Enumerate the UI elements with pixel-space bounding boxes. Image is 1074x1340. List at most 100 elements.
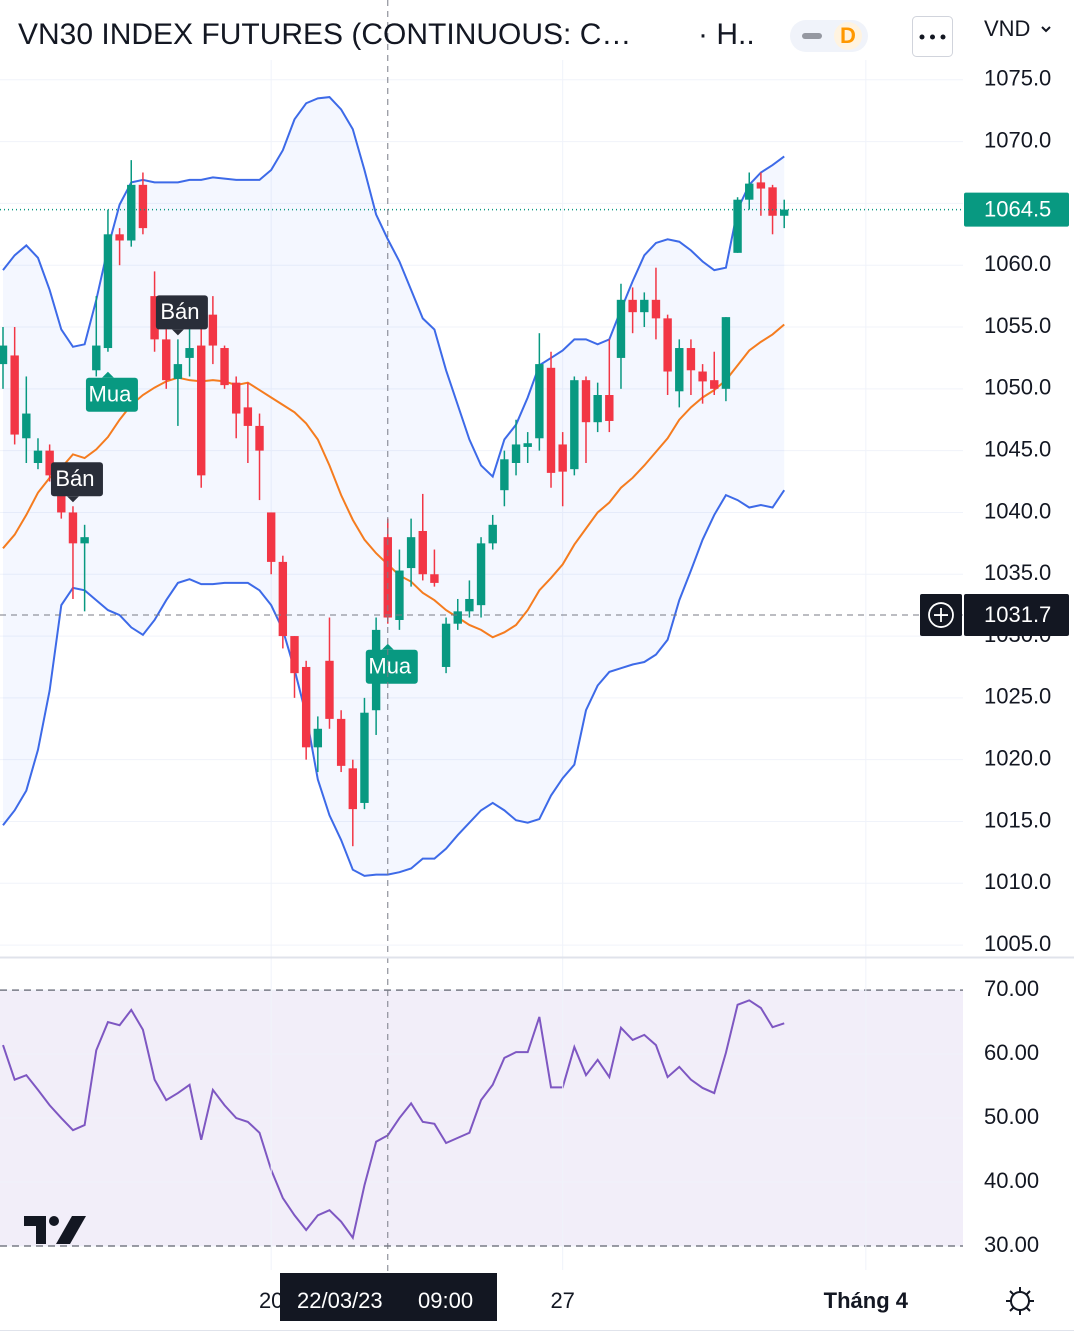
dot: [919, 34, 925, 40]
y-tick-label: 1055.0: [984, 313, 1051, 338]
y-tick-label: 1070.0: [984, 127, 1051, 152]
rsi-line: [2, 999, 785, 1241]
candle-body: [651, 299, 661, 319]
candle-body: [33, 450, 43, 463]
logo: [24, 1216, 86, 1244]
candle-body: [546, 367, 556, 473]
y-tick-label: 1005.0: [984, 931, 1051, 956]
last-price-label: 1064.5: [984, 196, 1051, 221]
y-tick-label: 1025.0: [984, 684, 1051, 709]
signal-box: [50, 462, 103, 497]
candle-body: [628, 299, 637, 313]
crosshair-price-tag: [964, 594, 1069, 637]
candle-body: [150, 296, 159, 340]
interval: · H..: [698, 18, 755, 51]
crosshair-time-tag: [280, 1273, 497, 1321]
candle-body: [663, 318, 672, 372]
candle-body: [511, 444, 521, 463]
y-tick-label: 1045.0: [984, 436, 1051, 461]
candle-body: [581, 380, 591, 423]
candle-body: [0, 345, 8, 365]
signal-label: Mua: [368, 654, 412, 679]
candle-body: [686, 348, 696, 371]
candle-body: [243, 407, 253, 426]
candle-body: [768, 187, 777, 216]
y-tick-label: 70.00: [984, 976, 1039, 1001]
gear-teeth: [1006, 1287, 1034, 1315]
candle-body: [92, 345, 101, 371]
y-tick-label: 1040.0: [984, 498, 1051, 523]
candle-body: [266, 512, 276, 562]
crosshair-date: 22/03/23: [297, 1288, 383, 1313]
candle-body: [675, 348, 684, 392]
status-badge: D: [790, 20, 868, 52]
logo-part: [56, 1216, 86, 1244]
y-tick-label: 30.00: [984, 1232, 1039, 1257]
signal-label: Bán: [160, 299, 199, 324]
y-tick-label: 60.00: [984, 1040, 1039, 1065]
candle-body: [325, 660, 334, 719]
x-tick-label: Tháng 4: [824, 1288, 909, 1313]
y-tick-label: 50.00: [984, 1104, 1039, 1129]
crosshair-plus: [928, 602, 954, 628]
band-line: [2, 96, 785, 479]
candle-body: [430, 574, 439, 583]
y-tick-label: 1015.0: [984, 807, 1051, 832]
signal-arrow: [171, 329, 184, 336]
candle-body: [593, 395, 602, 423]
settings-button[interactable]: [1006, 1287, 1034, 1315]
currency-dropdown[interactable]: VND: [984, 16, 1051, 41]
candle-body: [616, 299, 626, 358]
gear[interactable]: [1010, 1291, 1030, 1311]
candle-body: [395, 570, 404, 620]
candle-body: [162, 339, 171, 381]
candle-body: [756, 182, 766, 189]
candle-body: [441, 623, 451, 667]
y-tick-label: 1075.0: [984, 66, 1051, 91]
candle-body: [535, 364, 544, 439]
candle-body: [523, 443, 532, 447]
y-tick-label: 1020.0: [984, 745, 1051, 770]
dot: [930, 34, 935, 40]
band-line: [2, 489, 786, 877]
more-button[interactable]: [912, 16, 953, 57]
badge-circle: [834, 22, 862, 50]
candle-body: [570, 380, 579, 470]
candle-body: [68, 512, 78, 544]
candle-body: [336, 718, 346, 766]
candle-body: [640, 299, 649, 313]
candle-body: [197, 345, 206, 476]
band-fill: [3, 97, 785, 876]
crosshair-price-label: 1031.7: [984, 602, 1051, 627]
candle-body: [558, 444, 567, 472]
candle-body: [698, 371, 707, 382]
candle-body: [278, 561, 288, 637]
candle-body: [488, 524, 497, 544]
y-tick-label: 1060.0: [984, 251, 1051, 276]
candle-body: [10, 355, 19, 435]
last-price-tag: [964, 192, 1069, 227]
signal-arrow: [101, 371, 114, 378]
candle-body: [710, 380, 719, 389]
candle-body: [780, 209, 789, 216]
candle-body: [348, 768, 357, 810]
signal-box: [155, 295, 208, 330]
chevron: [1041, 26, 1051, 33]
signal-arrow: [66, 496, 79, 503]
currency[interactable]: VND: [984, 16, 1030, 41]
dot: [940, 34, 946, 40]
candle-body: [745, 183, 754, 200]
signal-box: [85, 377, 138, 412]
candle-body: [733, 199, 742, 253]
candle-body: [80, 537, 89, 544]
signal-box: [365, 649, 418, 684]
candle-body: [476, 543, 486, 606]
badge-icon: [802, 33, 822, 39]
x-tick-label: 27: [550, 1288, 574, 1313]
candle-body: [173, 364, 183, 379]
y-tick-label: 1010.0: [984, 869, 1051, 894]
candle-body: [115, 234, 124, 241]
